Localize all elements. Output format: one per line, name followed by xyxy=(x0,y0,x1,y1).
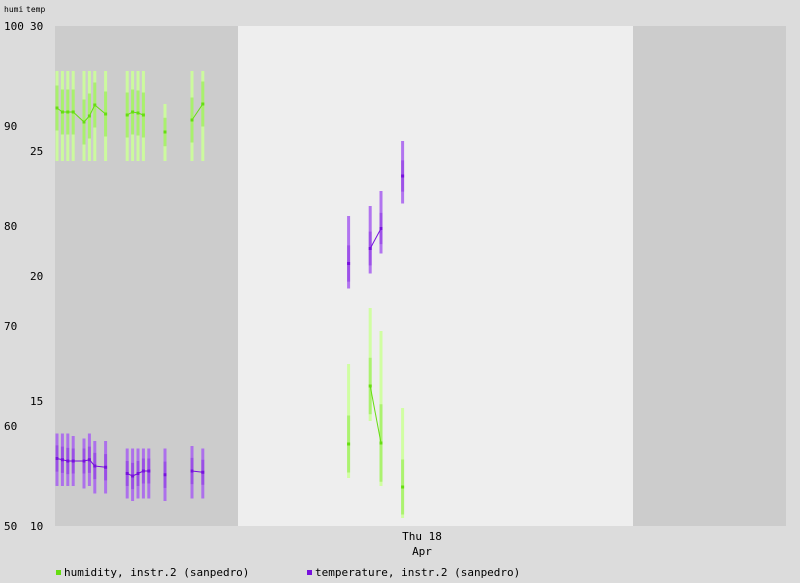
temperature-point xyxy=(66,459,70,463)
humidity-line-segment xyxy=(94,104,106,115)
humidity-tick-label: 50 xyxy=(4,520,17,533)
humidity-range-bar xyxy=(55,71,59,161)
temperature-range-bar xyxy=(147,448,151,499)
temperature-point xyxy=(55,457,59,460)
temperature-tick-label: 10 xyxy=(30,520,43,533)
temperature-range-bar xyxy=(347,216,351,289)
temperature-axis-title: temp xyxy=(26,5,45,14)
temperature-point xyxy=(87,458,91,462)
temperature-point xyxy=(82,459,86,463)
temperature-point xyxy=(93,464,97,468)
humidity-point xyxy=(131,110,135,114)
plot-area-day xyxy=(238,26,633,526)
x-tick-label-day: Thu 18 xyxy=(402,530,442,543)
humidity-range-bar xyxy=(201,71,205,161)
humidity-range-bar xyxy=(190,71,194,161)
temperature-point xyxy=(347,262,351,265)
temperature-point xyxy=(379,227,383,230)
temperature-point xyxy=(141,469,145,473)
temperature-point xyxy=(147,469,151,473)
humidity-range-bar xyxy=(131,71,135,161)
temperature-range-bar xyxy=(82,438,86,489)
humidity-range-bar xyxy=(368,308,372,421)
temperature-swatch xyxy=(307,569,312,575)
temperature-point xyxy=(60,458,64,462)
humidity-point xyxy=(87,114,91,118)
temperature-range-bar xyxy=(379,191,383,254)
temperature-line-segment xyxy=(94,465,106,468)
temperature-tick-label: 20 xyxy=(30,270,43,283)
humidity-range-bar xyxy=(82,71,86,161)
humidity-swatch xyxy=(56,569,61,575)
temperature-point xyxy=(401,174,405,178)
humidity-point xyxy=(66,110,70,114)
legend-label-temperature: temperature, instr.2 (sanpedro) xyxy=(315,565,521,579)
temperature-point xyxy=(131,474,135,478)
plot-area-night-right xyxy=(633,26,786,526)
humidity-point xyxy=(93,103,97,107)
humidity-point xyxy=(60,110,64,114)
humidity-tick-label: 60 xyxy=(4,420,17,433)
humidity-point xyxy=(82,120,86,124)
humidity-line-segment xyxy=(88,104,96,117)
humidity-point xyxy=(201,102,205,106)
humidity-point xyxy=(125,113,129,117)
humidity-point xyxy=(368,384,372,388)
humidity-range-bar xyxy=(104,71,108,161)
temperature-line-segment xyxy=(369,228,382,249)
x-tick-label-month: Apr xyxy=(412,545,432,558)
humidity-line-segment xyxy=(191,103,204,121)
temperature-point xyxy=(163,473,167,477)
temperature-point xyxy=(104,465,108,469)
humidity-tick-label: 70 xyxy=(4,320,17,333)
humidity-point xyxy=(71,110,75,114)
humidity-range-bar xyxy=(401,408,405,518)
temperature-tick-label: 25 xyxy=(30,145,43,158)
humidity-range-bar xyxy=(347,364,351,478)
humidity-point xyxy=(104,112,108,116)
humidity-line-segment xyxy=(72,111,85,123)
legend-item-humidity: humidity, instr.2 (sanpedro) xyxy=(56,565,249,579)
humidity-point xyxy=(379,441,383,445)
humidity-range-bar xyxy=(93,71,97,161)
humidity-range-bar xyxy=(136,71,140,161)
legend-label-humidity: humidity, instr.2 (sanpedro) xyxy=(64,565,250,579)
humidity-point xyxy=(190,118,194,122)
humidity-axis-title: humi xyxy=(4,5,23,14)
temperature-range-bar xyxy=(401,141,405,204)
temperature-point xyxy=(136,472,140,475)
legend-item-temperature: temperature, instr.2 (sanpedro) xyxy=(307,565,520,579)
temperature-point xyxy=(201,470,205,474)
plot-area-night-left xyxy=(55,26,238,526)
humidity-range-bar xyxy=(71,71,75,161)
temperature-point xyxy=(190,469,194,473)
temperature-tick-label: 30 xyxy=(30,20,43,33)
humidity-tick-label: 100 xyxy=(4,20,24,33)
humidity-range-bar xyxy=(66,71,70,161)
humidity-point xyxy=(401,485,405,489)
temperature-range-bar xyxy=(141,448,145,499)
humidity-point xyxy=(136,111,140,115)
humidity-point xyxy=(347,442,351,446)
humidity-range-bar xyxy=(379,331,383,486)
humidity-range-bar xyxy=(60,71,64,161)
humidity-line-segment xyxy=(369,385,382,444)
temperature-point xyxy=(125,472,129,475)
temperature-range-bar xyxy=(368,206,372,274)
temperature-line-segment xyxy=(191,470,203,473)
humidity-tick-label: 80 xyxy=(4,220,17,233)
humidity-tick-label: 90 xyxy=(4,120,17,133)
humidity-point xyxy=(163,130,167,134)
temperature-tick-label: 15 xyxy=(30,395,43,408)
humidity-point xyxy=(55,106,59,110)
temperature-point xyxy=(368,247,372,250)
humidity-point xyxy=(141,113,145,117)
temperature-point xyxy=(71,459,75,463)
